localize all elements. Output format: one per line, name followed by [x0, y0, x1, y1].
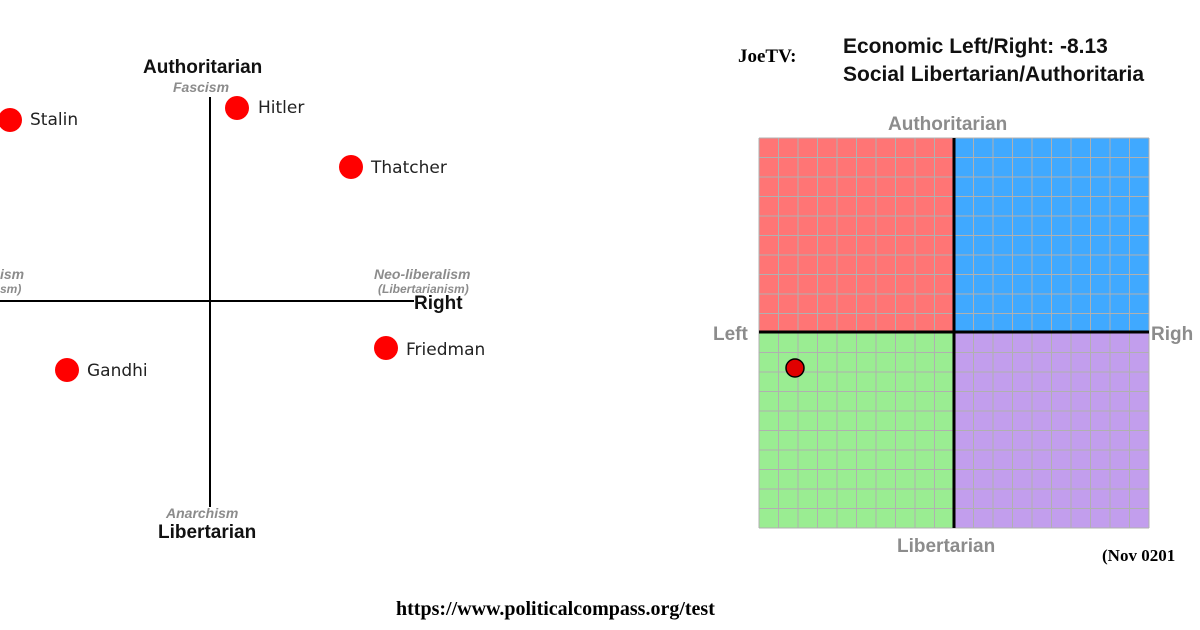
- grid-bottom-label: Libertarian: [897, 536, 996, 557]
- figure-label-thatcher: Thatcher: [371, 158, 447, 178]
- top-axis-label: Authoritarian: [143, 57, 263, 78]
- user-name: JoeTV:: [738, 46, 797, 67]
- figure-dot-hitler: [225, 96, 249, 120]
- figure-dot-stalin: [0, 108, 22, 132]
- bottom-school-label: Anarchism: [166, 505, 239, 521]
- date-note: (Nov 0201: [1102, 546, 1176, 565]
- right-school-label: Neo-liberalism: [374, 266, 471, 282]
- figure-dot-thatcher: [339, 155, 363, 179]
- right-axis-label: Right: [414, 293, 463, 314]
- social-score: Social Libertarian/Authoritaria: [843, 63, 1145, 86]
- grid-top-label: Authoritarian: [888, 114, 1008, 135]
- user-position-dot: [785, 358, 805, 378]
- left-school-label: ism: [0, 266, 25, 282]
- top-school-label: Fascism: [173, 79, 230, 95]
- figure-label-stalin: Stalin: [30, 110, 79, 130]
- right-school-sublabel: (Libertarianism): [378, 282, 469, 296]
- left-school-sublabel: sm): [0, 282, 22, 296]
- grid-left-label: Left: [713, 324, 748, 345]
- figure-label-gandhi: Gandhi: [87, 361, 148, 381]
- figure-dot-friedman: [374, 336, 398, 360]
- economic-score: Economic Left/Right: -8.13: [843, 35, 1108, 58]
- bottom-axis-label: Libertarian: [158, 522, 257, 543]
- figure-label-friedman: Friedman: [406, 340, 486, 360]
- figure-label-hitler: Hitler: [258, 98, 305, 118]
- figure-dot-gandhi: [55, 358, 79, 382]
- grid-right-label: Righ: [1151, 324, 1194, 345]
- footer-url: https://www.politicalcompass.org/test: [396, 598, 715, 620]
